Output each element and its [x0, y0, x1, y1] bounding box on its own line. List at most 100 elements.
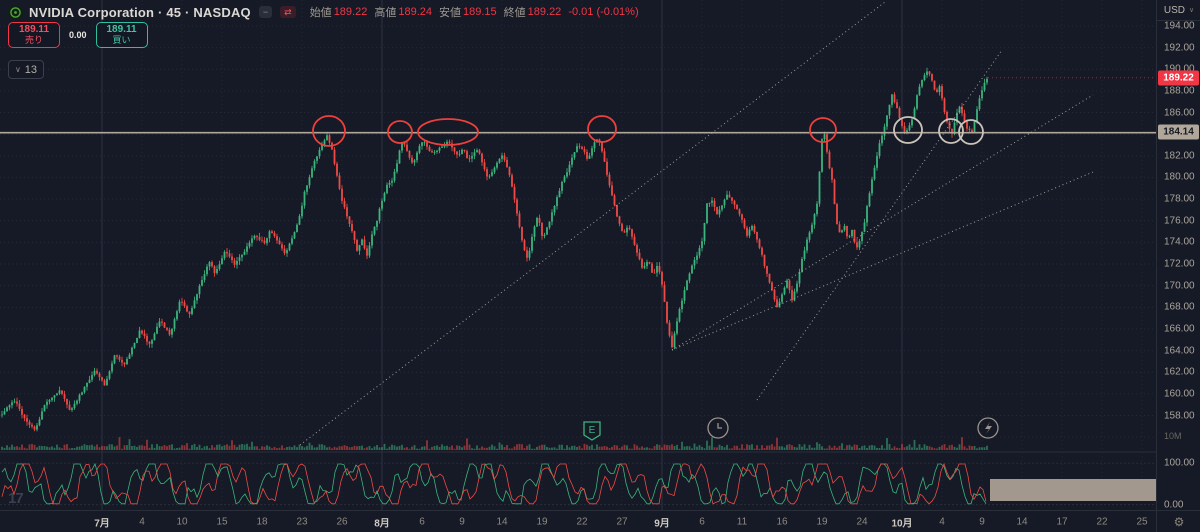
price-axis-label: 160.00 — [1164, 388, 1195, 400]
time-axis-day-label: 10 — [176, 516, 188, 528]
symbol-title[interactable]: NVIDIA Corporation · 45 · NASDAQ — [29, 4, 251, 20]
price-axis-label: 162.00 — [1164, 366, 1195, 378]
spread-value: 0.00 — [69, 30, 87, 40]
candle-counter-dropdown[interactable]: ∨ 13 — [8, 60, 44, 79]
currency-dropdown[interactable]: USD ∨ — [1157, 0, 1200, 21]
trendlines[interactable] — [299, 1, 1094, 446]
flag-icon[interactable]: ⇄ — [280, 6, 296, 18]
time-axis-month-label: 9月 — [654, 518, 670, 530]
buy-price: 189.11 — [106, 24, 137, 35]
oscillator-band — [990, 479, 1156, 501]
sell-label: 売り — [24, 35, 43, 45]
trendline[interactable] — [756, 49, 1003, 401]
change-value: -0.01 (-0.01%) — [568, 6, 639, 18]
earnings-marker-icon[interactable]: E — [583, 421, 601, 441]
red-circle-annotation[interactable] — [312, 115, 346, 147]
gray-circle-annotation[interactable] — [893, 116, 923, 144]
time-axis-month-label: 10月 — [891, 518, 913, 530]
close-value: 189.22 — [527, 6, 562, 18]
time-axis-day-label: 19 — [536, 516, 548, 528]
counter-value: 13 — [24, 63, 38, 76]
time-axis-month-label: 7月 — [94, 518, 110, 530]
time-axis-day-label: 9 — [979, 516, 985, 528]
line-price-badge: 184.14 — [1158, 124, 1199, 140]
chevron-down-icon: ∨ — [1189, 7, 1195, 14]
close-label: 終値 — [503, 7, 526, 19]
time-axis-day-label: 16 — [776, 516, 788, 528]
chevron-down-icon: ∨ — [14, 65, 21, 74]
price-axis-label: 190.00 — [1164, 63, 1195, 75]
oscillator-indicator — [1, 462, 1156, 505]
volume-bars — [1, 437, 988, 450]
time-axis-day-label: 27 — [616, 516, 628, 528]
price-axis-label: 192.00 — [1164, 42, 1195, 54]
open-value: 189.22 — [333, 6, 368, 18]
time-axis-day-label: 25 — [1136, 516, 1148, 528]
price-axis-label: 158.00 — [1164, 410, 1195, 422]
time-axis-day-label: 19 — [816, 516, 828, 528]
time-axis-day-label: 15 — [216, 516, 228, 528]
time-axis-day-label: 6 — [699, 516, 705, 528]
high-label: 高値 — [374, 7, 397, 19]
low-label: 安値 — [439, 7, 461, 19]
price-axis-label: 194.00 — [1164, 20, 1195, 32]
gray-circle-annotation[interactable] — [938, 118, 964, 144]
time-axis[interactable]: 7月 4 10 15 18 23 26 8月 6 9 14 19 22 27 9月 6 11 16 19 24 10月 4… — [0, 510, 1156, 532]
time-axis-day-label: 11 — [736, 516, 748, 528]
price-axis-label: 180.00 — [1164, 171, 1195, 183]
price-axis-label: 174.00 — [1164, 236, 1195, 248]
annotation-circles[interactable] — [312, 115, 984, 147]
last-price-badge: 189.22 — [1158, 70, 1199, 86]
oscillator-axis-label: 0.00 — [1164, 499, 1184, 511]
buy-label: 買い — [112, 35, 131, 45]
time-axis-day-label: 26 — [336, 516, 348, 528]
price-axis-label: 168.00 — [1164, 301, 1195, 313]
red-circle-annotation[interactable] — [587, 115, 617, 143]
nvidia-logo — [8, 4, 23, 20]
red-circle-annotation[interactable] — [387, 120, 413, 144]
time-axis-day-label: 6 — [419, 516, 425, 528]
price-axis-label: 172.00 — [1164, 258, 1195, 270]
gray-circle-annotation[interactable] — [958, 119, 984, 145]
flash-marker-icon[interactable] — [977, 417, 999, 439]
chart-grid — [0, 0, 1156, 510]
time-axis-day-label: 22 — [576, 516, 588, 528]
price-axis-label: 166.00 — [1164, 323, 1195, 335]
red-circle-annotation[interactable] — [417, 118, 479, 146]
clock-marker-icon[interactable] — [707, 417, 729, 439]
price-axis-label: 186.00 — [1164, 107, 1195, 119]
axis-settings-gear-icon[interactable]: ⚙ — [1156, 510, 1200, 532]
time-axis-day-label: 24 — [856, 516, 868, 528]
currency-label: USD — [1163, 4, 1185, 16]
open-label: 始値 — [309, 7, 332, 19]
price-axis-label: 178.00 — [1164, 193, 1195, 205]
price-axis-label: 182.00 — [1164, 150, 1195, 162]
time-axis-day-label: 4 — [139, 516, 145, 528]
price-axis-label: 170.00 — [1164, 280, 1195, 292]
price-axis[interactable]: USD ∨ 194.00 192.00 190.00 188.00 186.00 182.… — [1156, 0, 1200, 511]
low-value: 189.15 — [463, 6, 497, 18]
time-axis-day-label: 4 — [939, 516, 945, 528]
time-axis-day-label: 9 — [459, 516, 465, 528]
price-axis-label: 164.00 — [1164, 345, 1195, 357]
volume-axis-label: 10M — [1164, 431, 1182, 441]
minimize-icon[interactable]: − — [258, 6, 273, 18]
oscillator-axis-label: 100.00 — [1164, 457, 1195, 469]
candles — [1, 67, 988, 432]
time-axis-day-label: 14 — [1016, 516, 1028, 528]
candlestick-chart[interactable]: E — [0, 0, 1156, 510]
time-axis-day-label: 17 — [1056, 516, 1068, 528]
price-axis-label: 188.00 — [1164, 85, 1195, 97]
time-axis-day-label: 14 — [496, 516, 508, 528]
trade-panel: 189.11 売り 0.00 189.11 買い — [8, 22, 148, 48]
sell-button[interactable]: 189.11 売り — [8, 22, 60, 48]
trendline[interactable] — [671, 171, 1094, 351]
time-axis-day-label: 22 — [1096, 516, 1108, 528]
chart-legend: NVIDIA Corporation · 45 · NASDAQ − ⇄ 始値 … — [8, 3, 639, 21]
high-value: 189.24 — [398, 6, 432, 18]
red-circle-annotation[interactable] — [809, 117, 837, 143]
buy-button[interactable]: 189.11 買い — [95, 22, 148, 48]
trendline[interactable] — [299, 1, 886, 446]
tradingview-watermark: 17 — [8, 490, 24, 507]
